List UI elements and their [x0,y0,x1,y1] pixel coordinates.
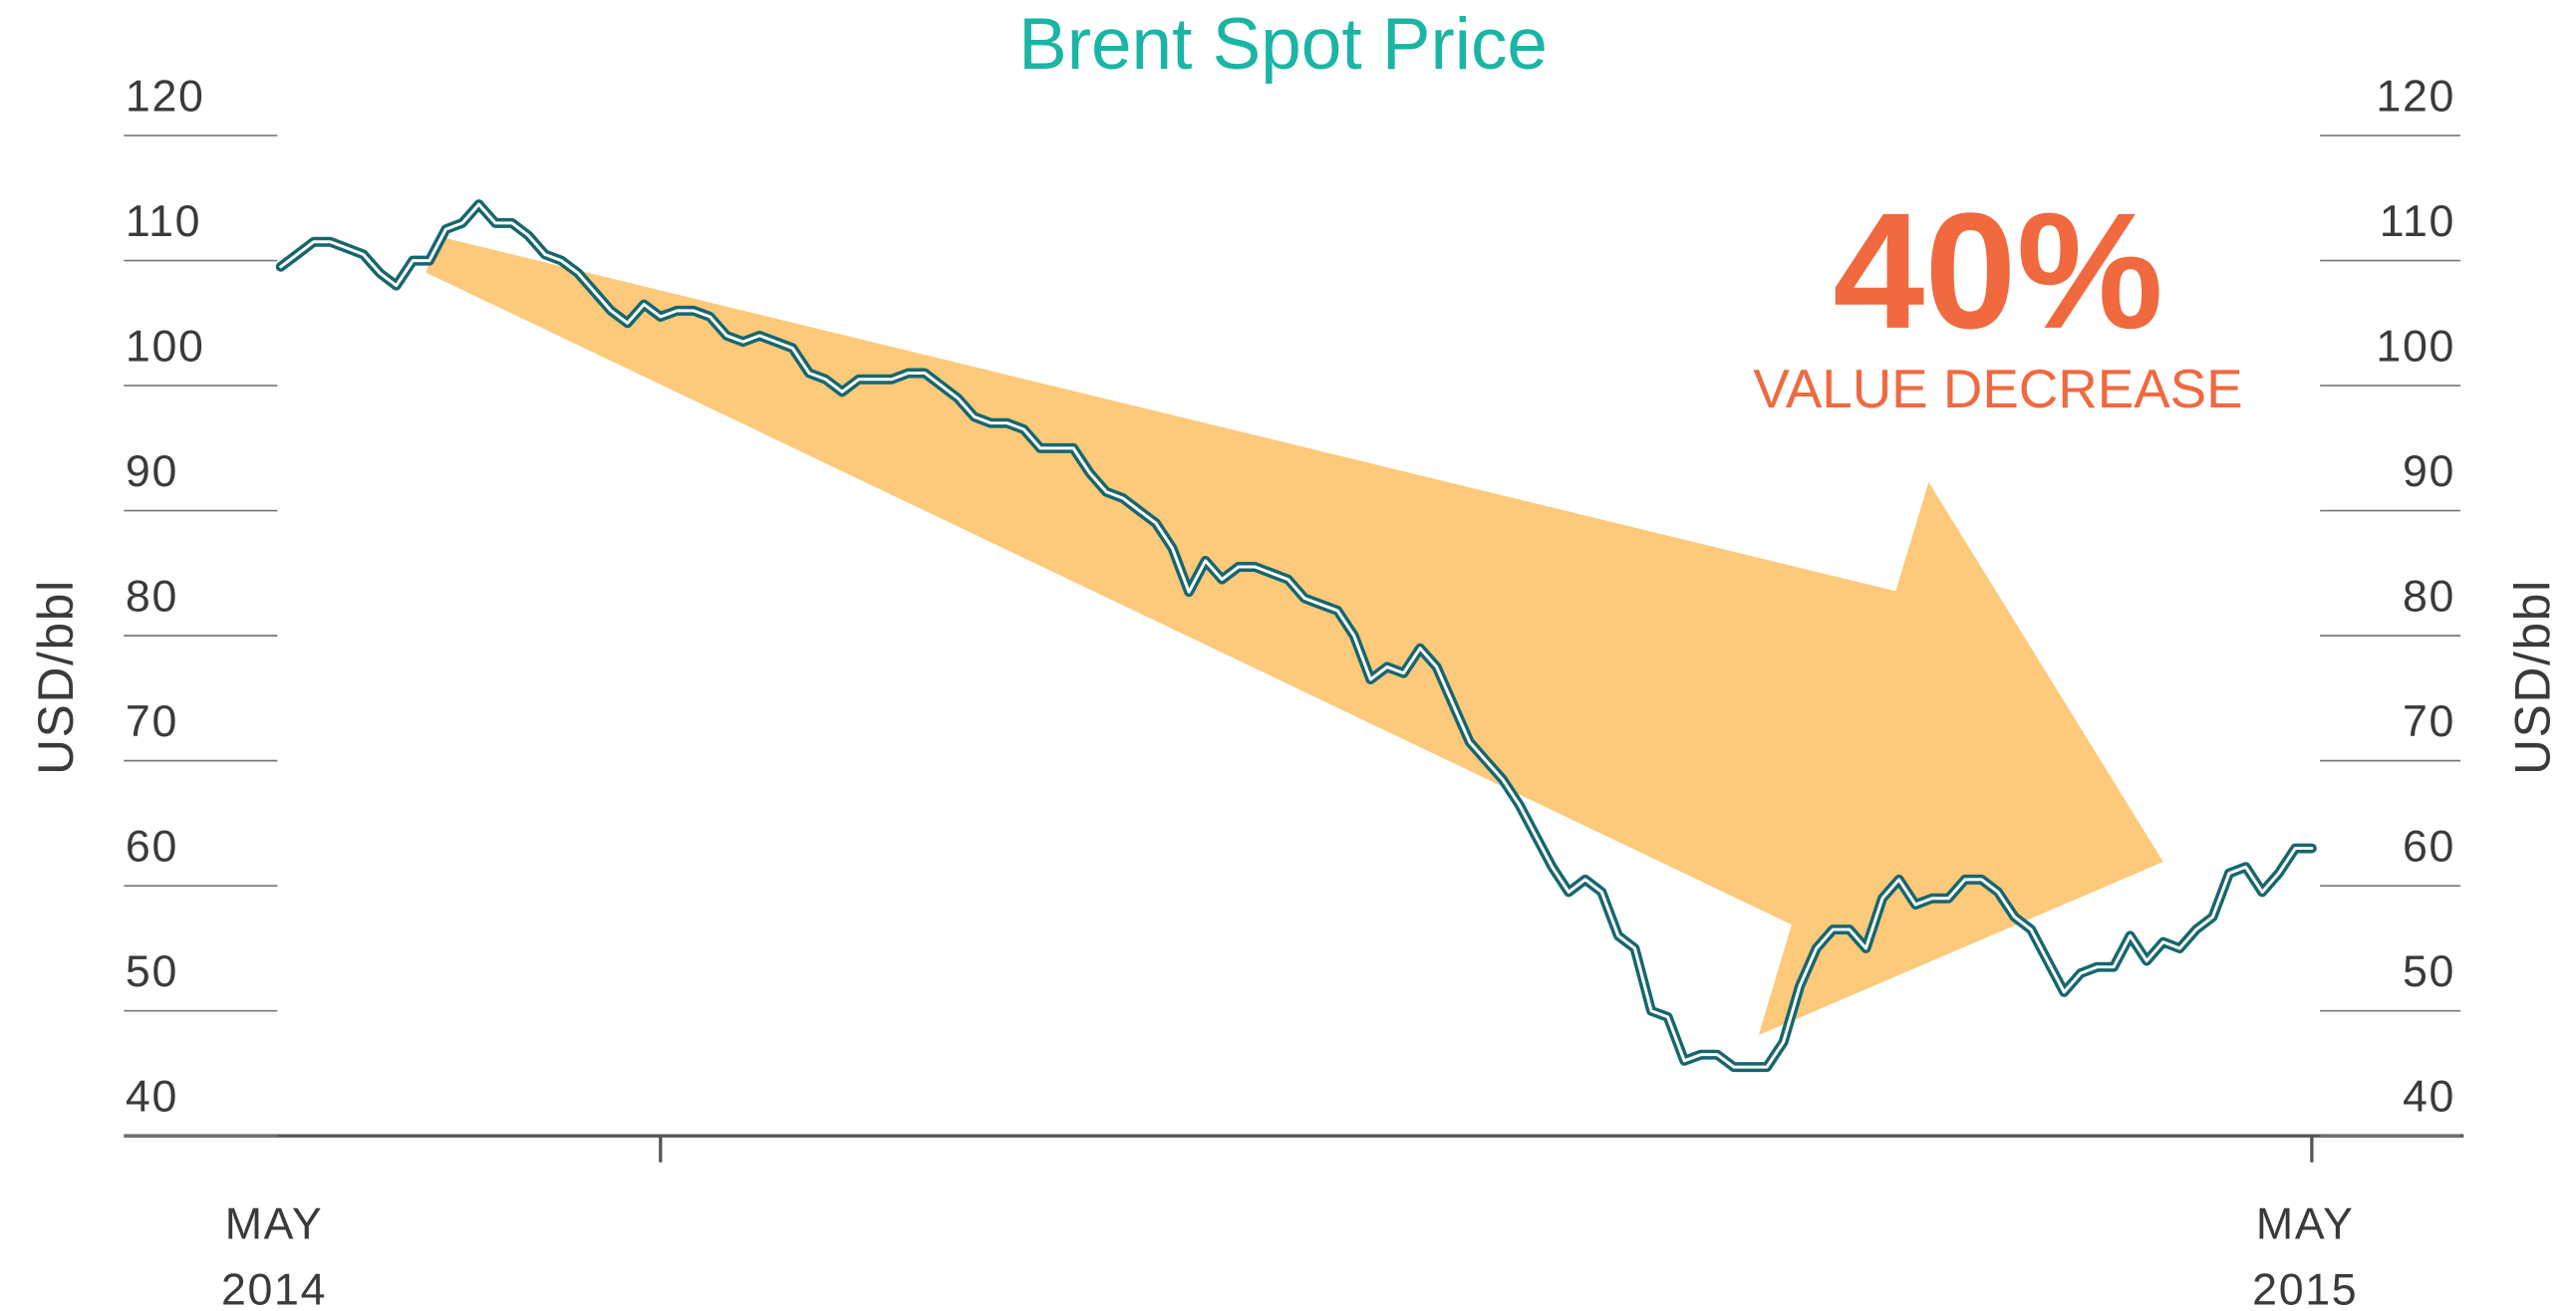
y2-tick-label: 60 [2403,822,2455,872]
x-tick-label: MAY 2014 [221,1198,327,1311]
x-tick-label-line: MAY [2256,1198,2355,1248]
annotation-text: VALUE DECREASE [1753,358,2242,419]
y2-tick-label: 70 [2403,696,2455,746]
y2-tick-label: 40 [2403,1072,2455,1122]
chart-title: Brent Spot Price [1018,4,1548,85]
x-tick-label-line: 2015 [2252,1264,2358,1311]
y2-tick-label: 110 [2380,196,2455,246]
y2-axis-title: USD/bbl [2504,579,2560,775]
y-tick-label: 90 [126,446,178,496]
y2-tick-label: 80 [2403,571,2455,621]
y-tick-label: 60 [126,822,178,872]
y-tick-label: 80 [126,571,178,621]
annotation-big: 40% [1833,179,2163,364]
y-tick-label: 100 [126,321,205,371]
x-tick-label-line: 2014 [221,1264,327,1311]
y2-tick-label: 50 [2403,946,2455,996]
y-tick-label: 120 [126,71,205,121]
y2-tick-label: 90 [2403,446,2455,496]
y-tick-label: 70 [126,696,178,746]
trend-arrow [426,236,2163,1036]
price-line-highlight [279,202,2314,1069]
y-tick-label: 50 [126,946,178,996]
y2-tick-label: 100 [2376,321,2455,371]
y-tick-label: 40 [126,1072,178,1122]
x-tick-label-line: MAY [225,1198,324,1248]
x-tick-label: MAY 2015 [2252,1198,2358,1311]
y-tick-label: 110 [126,196,201,246]
y-axis-title: USD/bbl [28,579,84,775]
y2-tick-label: 120 [2376,71,2455,121]
